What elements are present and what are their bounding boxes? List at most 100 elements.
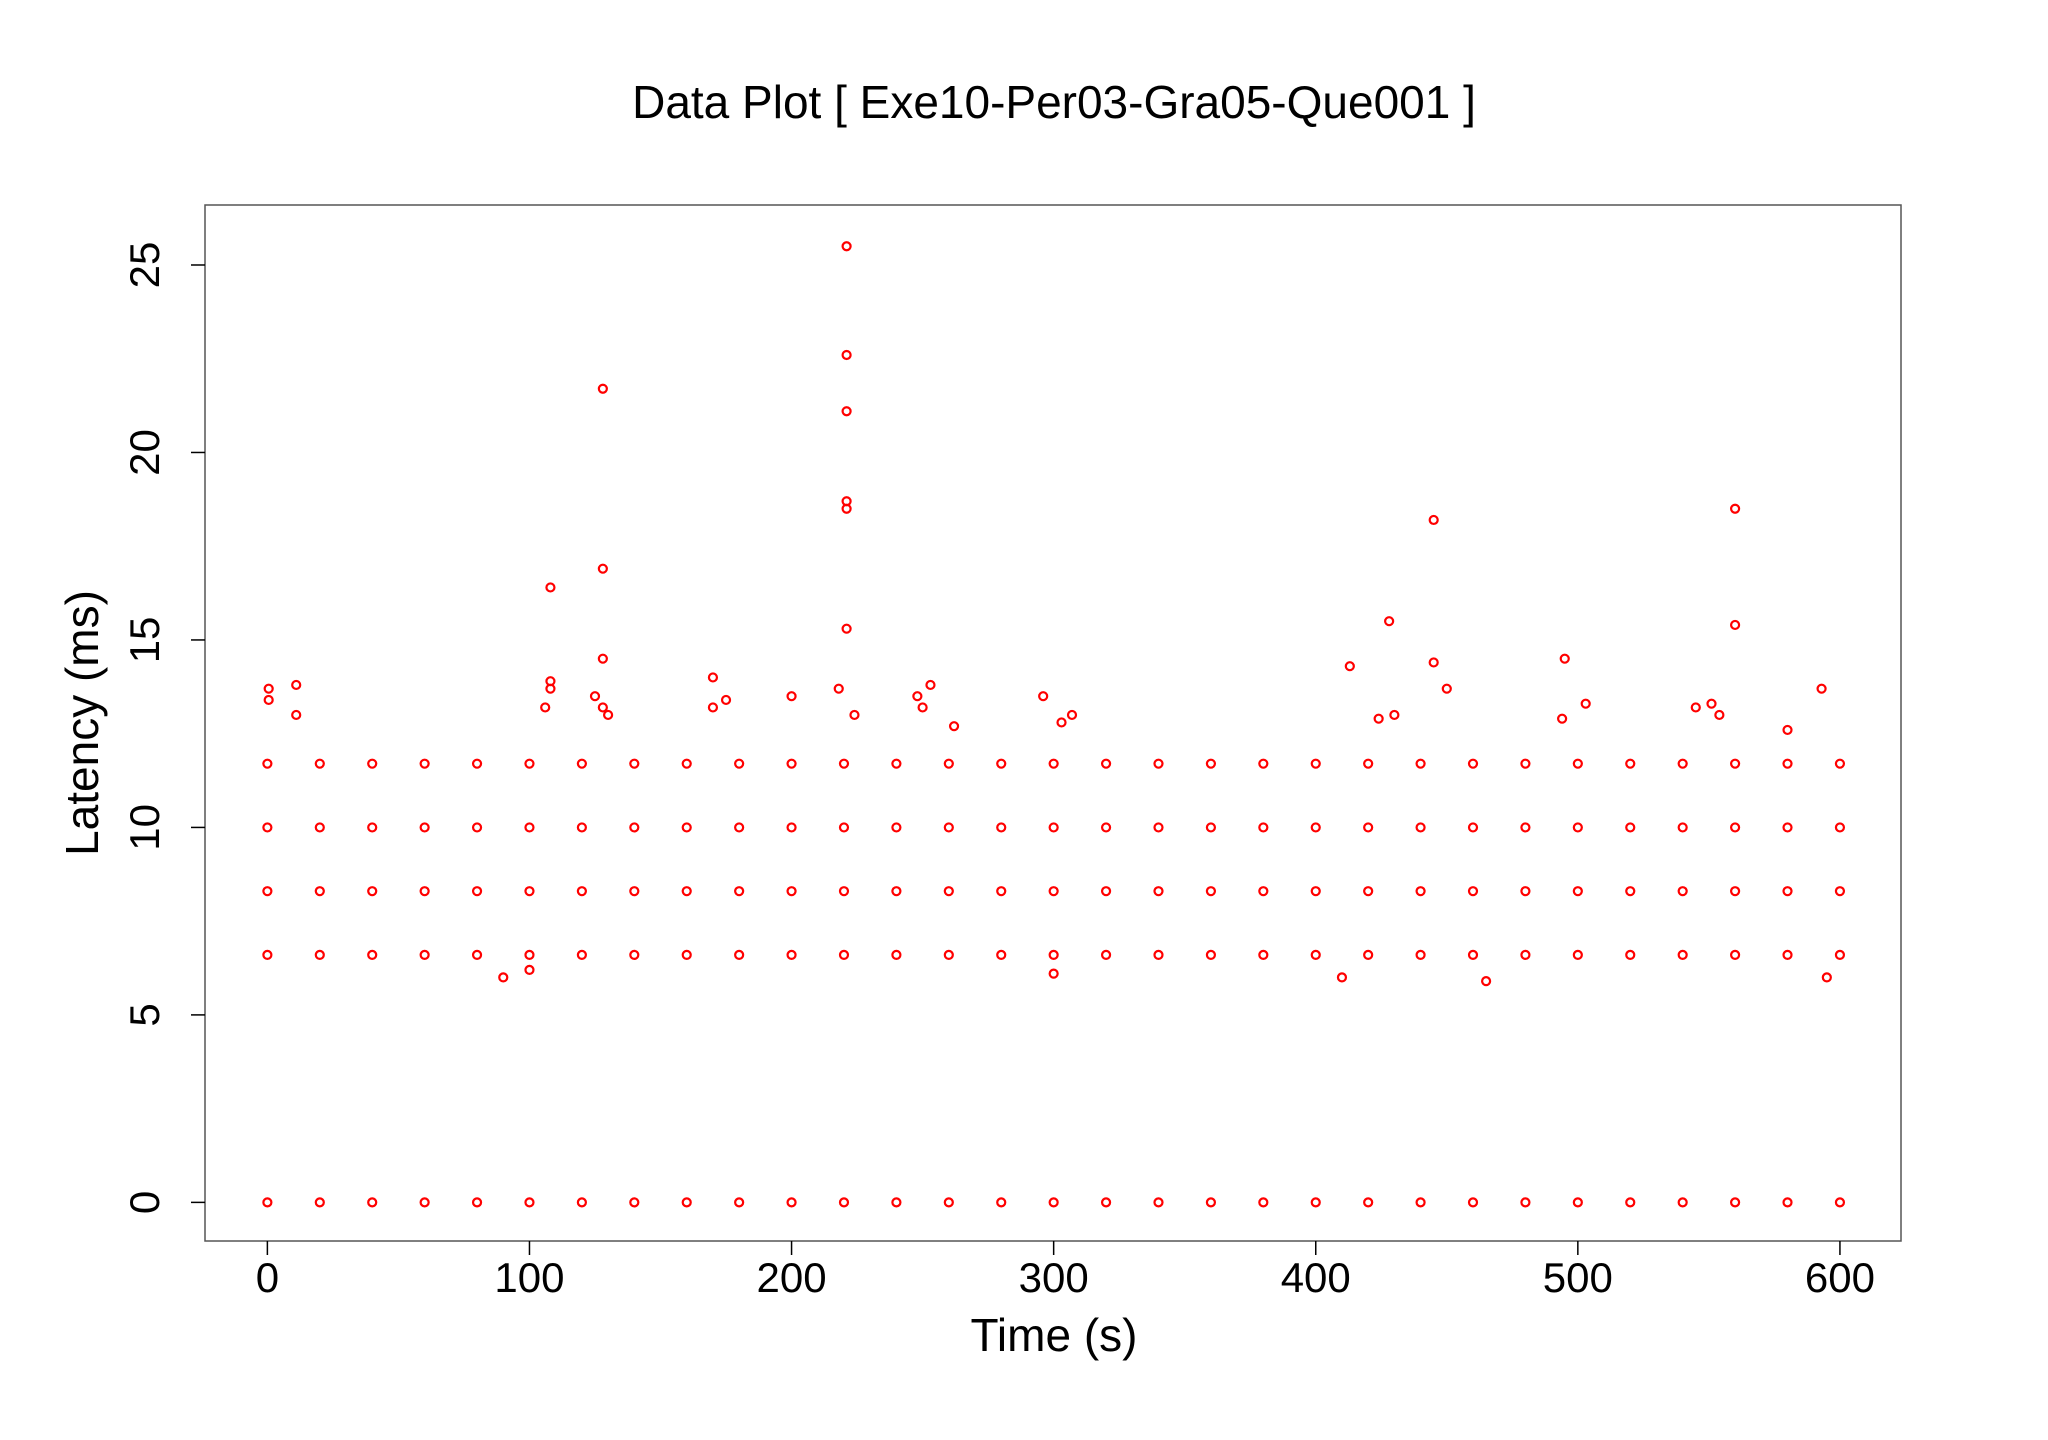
point — [1384, 616, 1395, 627]
point — [681, 822, 692, 833]
point — [314, 886, 325, 897]
point — [367, 1197, 378, 1208]
point — [1714, 709, 1725, 721]
point — [734, 949, 745, 961]
point — [1834, 949, 1846, 961]
point — [1834, 758, 1846, 769]
point — [1467, 949, 1479, 961]
point — [681, 758, 692, 769]
point — [1520, 822, 1531, 833]
point — [1205, 949, 1217, 961]
point — [524, 822, 535, 833]
point — [1625, 949, 1636, 961]
point — [1706, 698, 1717, 709]
x-tick-label: 400 — [1281, 1254, 1351, 1301]
point — [1258, 822, 1269, 833]
y-tick-label: 25 — [121, 242, 168, 289]
point — [734, 886, 745, 897]
point — [576, 949, 587, 961]
point — [838, 822, 850, 833]
point — [1205, 822, 1217, 833]
point — [1153, 949, 1164, 961]
point — [1677, 758, 1688, 769]
point — [367, 886, 378, 897]
point — [576, 758, 587, 769]
point — [1153, 886, 1164, 897]
point — [1520, 758, 1531, 769]
point — [1625, 758, 1636, 769]
point — [314, 758, 325, 769]
point — [1056, 717, 1067, 728]
point — [1048, 968, 1059, 979]
point — [734, 1197, 745, 1208]
point — [1336, 972, 1348, 983]
point — [1782, 724, 1793, 736]
x-tick-label: 600 — [1805, 1254, 1875, 1301]
point — [891, 758, 902, 769]
point — [1467, 758, 1479, 769]
point — [367, 949, 378, 961]
point — [314, 822, 325, 833]
point — [524, 1197, 535, 1208]
point — [1048, 1197, 1059, 1208]
point — [786, 822, 797, 833]
point — [597, 563, 608, 574]
point — [419, 758, 430, 769]
point — [1834, 822, 1846, 833]
point — [707, 672, 719, 683]
point — [1729, 822, 1741, 833]
point — [1782, 822, 1793, 833]
point — [1153, 822, 1164, 833]
point — [1580, 698, 1591, 709]
point — [1415, 1197, 1426, 1208]
point — [943, 886, 954, 897]
point — [1363, 822, 1374, 833]
point — [1729, 886, 1741, 897]
point — [1310, 949, 1321, 961]
point — [1782, 949, 1793, 961]
point — [1729, 619, 1741, 631]
point — [1100, 886, 1112, 897]
point — [948, 721, 960, 732]
y-axis-title: Latency (ms) — [56, 590, 108, 856]
point — [291, 709, 302, 721]
point — [1821, 972, 1832, 983]
point — [263, 683, 274, 694]
point — [925, 679, 936, 691]
point — [1048, 949, 1059, 961]
point — [1729, 949, 1741, 961]
point — [1729, 758, 1741, 769]
point — [943, 822, 954, 833]
point — [1625, 1197, 1636, 1208]
point — [1729, 503, 1741, 514]
point — [1677, 886, 1688, 897]
x-tick-label: 200 — [757, 1254, 827, 1301]
point — [1816, 683, 1827, 694]
point — [471, 822, 483, 833]
point — [524, 964, 535, 976]
point — [1363, 949, 1374, 961]
point — [681, 949, 692, 961]
point — [943, 1197, 954, 1208]
point — [891, 822, 902, 833]
point — [841, 623, 852, 634]
point — [681, 886, 692, 897]
point — [1572, 822, 1583, 833]
point — [262, 822, 273, 833]
point — [1428, 657, 1439, 668]
x-tick-label: 300 — [1019, 1254, 1089, 1301]
point — [524, 886, 535, 897]
point — [1428, 514, 1439, 526]
point — [1363, 758, 1374, 769]
point — [419, 886, 430, 897]
point — [629, 822, 640, 833]
point — [1520, 886, 1531, 897]
point — [471, 886, 483, 897]
point — [833, 683, 844, 694]
point — [943, 758, 954, 769]
point — [1677, 949, 1688, 961]
point — [996, 886, 1007, 897]
